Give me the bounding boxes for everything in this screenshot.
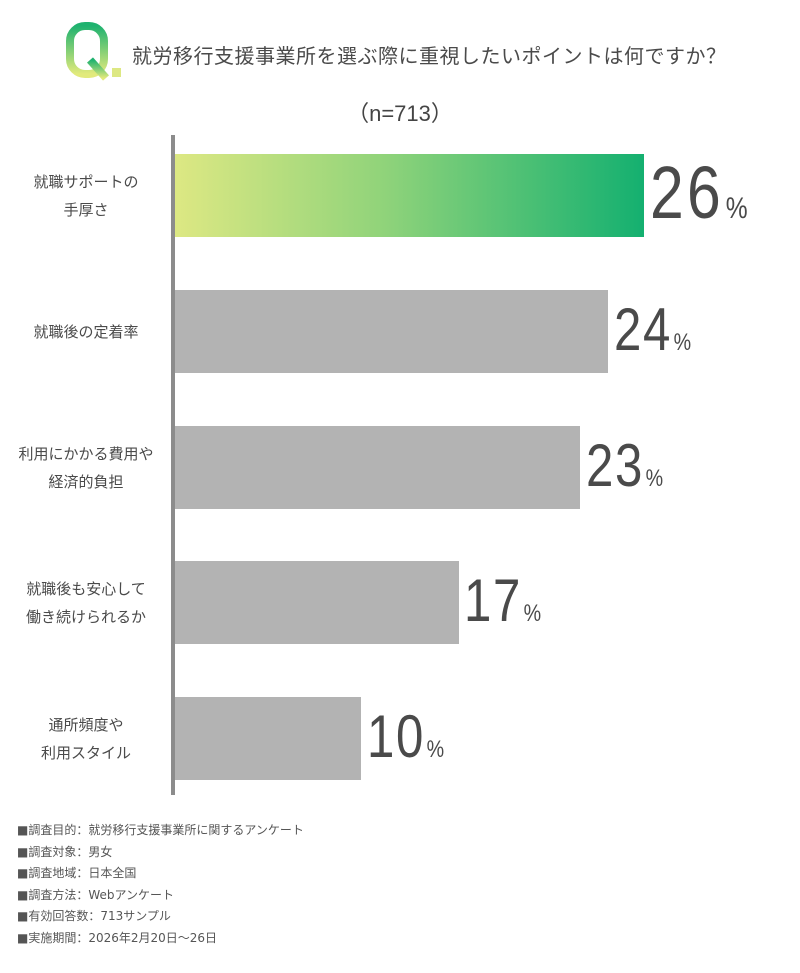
- bar-23: [175, 426, 580, 509]
- value-label: 24%: [614, 296, 692, 363]
- value-label: 17%: [464, 567, 542, 634]
- bar-26: [175, 154, 644, 237]
- note-period: ■実施期間：2026年2月20日～26日: [17, 930, 218, 945]
- value-label: 10%: [367, 703, 445, 770]
- category-label: 就職サポートの 手厚さ: [33, 173, 139, 219]
- note-region: ■調査地域：日本全国: [17, 866, 137, 880]
- bar-17: [175, 561, 459, 644]
- note-responses: ■有効回答数：713サンプル: [17, 909, 171, 923]
- value-label: 23%: [586, 432, 664, 499]
- category-label: 利用にかかる費用や 経済的負担: [18, 445, 154, 491]
- q-mark-icon: [66, 22, 121, 81]
- value-label: 26%: [650, 151, 748, 234]
- survey-notes: ■調査目的：就労移行支援事業所に関するアンケート ■調査対象：男女 ■調査地域：…: [17, 820, 304, 949]
- y-axis-line: [171, 135, 175, 795]
- category-label: 就職後の定着率: [33, 323, 139, 341]
- category-label: 就職後も安心して 働き続けられるか: [25, 580, 146, 626]
- note-purpose: ■調査目的：就労移行支援事業所に関するアンケート: [17, 823, 304, 837]
- bar-10: [175, 697, 361, 780]
- bar-24: [175, 290, 608, 373]
- category-label: 通所頻度や 利用スタイル: [40, 716, 131, 762]
- sample-size: （n=713）: [347, 101, 453, 126]
- note-target: ■調査対象：男女: [17, 844, 113, 859]
- note-method: ■調査方法：Webアンケート: [17, 887, 175, 902]
- question-title: 就労移行支援事業所を選ぶ際に重視したいポイントは何ですか？: [132, 44, 727, 68]
